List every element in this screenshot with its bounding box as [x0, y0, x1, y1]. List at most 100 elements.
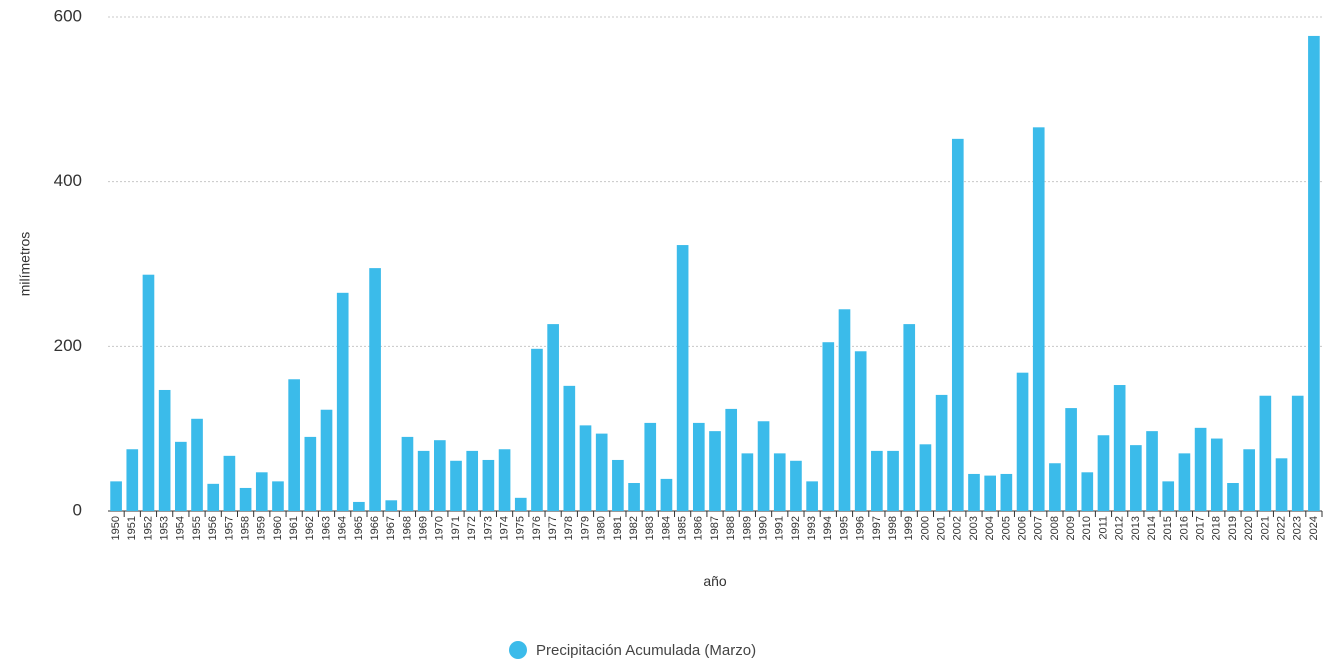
bar: [579, 425, 592, 511]
bar: [1162, 481, 1175, 511]
x-tick-label: 1977: [547, 516, 559, 540]
x-tick-label: 1989: [741, 516, 753, 540]
bar: [417, 450, 430, 511]
bar: [385, 500, 398, 511]
x-tick-label: 1973: [482, 516, 494, 540]
bar: [984, 475, 997, 511]
legend-label: Precipitación Acumulada (Marzo): [536, 642, 756, 659]
bar: [628, 483, 640, 511]
bar: [612, 459, 624, 511]
bar: [466, 450, 479, 511]
x-tick-label: 1961: [288, 516, 300, 540]
bar: [1178, 453, 1191, 511]
bar: [1308, 35, 1320, 511]
bar: [595, 433, 608, 511]
x-tick-label: 1987: [709, 516, 721, 540]
x-tick-label: 2008: [1049, 516, 1061, 540]
x-tick-label: 2023: [1292, 516, 1304, 540]
bar: [433, 440, 446, 511]
x-tick-label: 2004: [984, 516, 996, 540]
y-axis-label: milímetros: [17, 232, 33, 297]
x-tick-label: 1968: [401, 516, 413, 540]
x-tick-label: 1996: [855, 516, 867, 540]
bar: [110, 481, 122, 511]
x-tick-label: 1999: [903, 516, 915, 540]
x-tick-label: 1960: [272, 516, 284, 540]
bar: [191, 418, 203, 511]
x-tick-label: 2016: [1178, 516, 1190, 540]
x-tick-label: 1950: [110, 516, 122, 540]
x-tick-label: 1959: [256, 516, 268, 540]
bar: [741, 453, 754, 511]
x-tick-label: 1986: [693, 516, 705, 540]
legend-marker: [509, 641, 527, 659]
x-tick-label: 1993: [806, 516, 818, 540]
x-tick-label: 2009: [1065, 516, 1077, 540]
x-tick-label: 1966: [369, 516, 381, 540]
y-tick-label: 200: [54, 336, 82, 355]
x-tick-label: 1967: [385, 516, 397, 540]
bar: [482, 459, 495, 511]
bar: [1243, 449, 1255, 511]
bar: [1227, 483, 1239, 511]
x-tick-label: 1956: [207, 516, 219, 540]
x-tick-label: 2017: [1195, 516, 1207, 540]
bar: [676, 245, 689, 511]
x-tick-label: 1964: [337, 516, 349, 540]
bar: [1210, 438, 1223, 511]
y-tick-label: 0: [73, 500, 82, 519]
x-tick-label: 1995: [838, 516, 850, 540]
bar: [757, 421, 770, 511]
bar: [935, 394, 948, 511]
bar: [563, 385, 576, 511]
bar: [1113, 385, 1126, 511]
x-tick-label: 2006: [1016, 516, 1028, 540]
bar: [1275, 458, 1288, 511]
y-tick-label: 600: [54, 6, 82, 25]
x-tick-label: 2000: [919, 516, 931, 540]
bar: [919, 444, 932, 511]
x-tick-label: 2014: [1146, 516, 1158, 540]
bar: [951, 138, 964, 511]
bar: [1032, 127, 1045, 512]
bar: [1130, 445, 1142, 511]
x-tick-label: 2001: [936, 516, 948, 540]
x-tick-label: 1992: [790, 516, 802, 540]
x-tick-label: 1953: [159, 516, 171, 540]
bar: [142, 274, 155, 511]
bar: [158, 389, 171, 511]
x-tick-label: 2002: [952, 516, 964, 540]
bar: [903, 324, 916, 511]
bar: [175, 441, 187, 511]
bar: [498, 449, 511, 511]
x-tick-label: 1974: [498, 516, 510, 540]
bar: [709, 431, 721, 511]
bar: [207, 483, 220, 511]
bar: [1097, 435, 1110, 511]
bar: [320, 409, 333, 511]
bar: [514, 497, 527, 511]
x-tick-label: 2018: [1211, 516, 1223, 540]
bar: [854, 351, 867, 511]
bar: [968, 473, 980, 511]
x-tick-label: 1971: [450, 516, 462, 540]
x-tick-label: 2015: [1162, 516, 1174, 540]
x-tick-label: 1970: [434, 516, 446, 540]
x-tick-label: 2011: [1097, 516, 1109, 540]
x-tick-label: 1951: [126, 516, 138, 540]
bar: [239, 487, 252, 511]
bar: [126, 449, 139, 511]
x-tick-label: 2003: [968, 516, 980, 540]
bar: [272, 481, 284, 511]
x-tick-label: 1963: [320, 516, 332, 540]
bar: [304, 436, 317, 511]
x-tick-label: 2022: [1275, 516, 1287, 540]
x-tick-label: 1965: [353, 516, 365, 540]
bar: [1049, 463, 1061, 511]
bar: [1259, 395, 1272, 511]
bar: [450, 460, 462, 511]
bar: [644, 422, 657, 511]
bar: [887, 450, 899, 511]
y-tick-label: 400: [54, 171, 82, 190]
